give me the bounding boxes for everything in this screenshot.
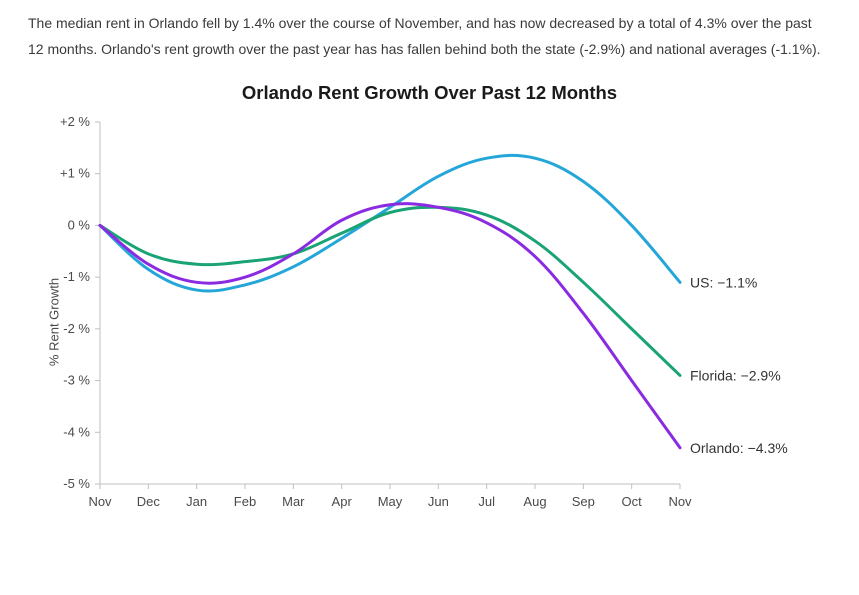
y-axis-label: % Rent Growth [46, 278, 61, 366]
chart-container: % Rent Growth +2 % +1 % 0 % -1 % -2 % -3 % -4 … [30, 112, 830, 532]
x-tick-label: Nov [88, 494, 112, 509]
x-tick-label: Jun [427, 494, 448, 509]
line-chart-svg: +2 % +1 % 0 % -1 % -2 % -3 % -4 % -5 % Nov Dec Jan… [30, 112, 830, 532]
series-label-orlando: Orlando: −4.3% [690, 440, 788, 456]
series-label-florida: Florida: −2.9% [690, 367, 781, 383]
y-tick-label: -5 % [63, 476, 90, 491]
y-tick-label: -1 % [63, 269, 90, 284]
x-tick-label: Jul [478, 494, 495, 509]
series-line-us [100, 155, 680, 291]
series-label-us: US: −1.1% [690, 274, 757, 290]
x-tick-label: Feb [233, 494, 255, 509]
x-tick-label: May [377, 494, 402, 509]
y-tick-label: -4 % [63, 424, 90, 439]
x-tick-label: Jan [186, 494, 207, 509]
intro-paragraph: The median rent in Orlando fell by 1.4% … [28, 10, 831, 62]
y-tick-label: -3 % [63, 373, 90, 388]
series-line-orlando [100, 204, 680, 448]
x-tick-label: Oct [621, 494, 642, 509]
x-tick-label: Sep [571, 494, 594, 509]
page-root: The median rent in Orlando fell by 1.4% … [0, 0, 859, 595]
x-tick-label: Mar [282, 494, 305, 509]
x-tick-label: Dec [136, 494, 160, 509]
x-tick-label: Aug [523, 494, 546, 509]
series-line-florida [100, 207, 680, 375]
y-tick-label: +2 % [60, 114, 90, 129]
x-tick-label: Apr [331, 494, 352, 509]
y-tick-label: +1 % [60, 166, 90, 181]
y-tick-label: 0 % [67, 217, 90, 232]
x-tick-label: Nov [668, 494, 692, 509]
y-tick-label: -2 % [63, 321, 90, 336]
chart-title: Orlando Rent Growth Over Past 12 Months [28, 82, 831, 104]
